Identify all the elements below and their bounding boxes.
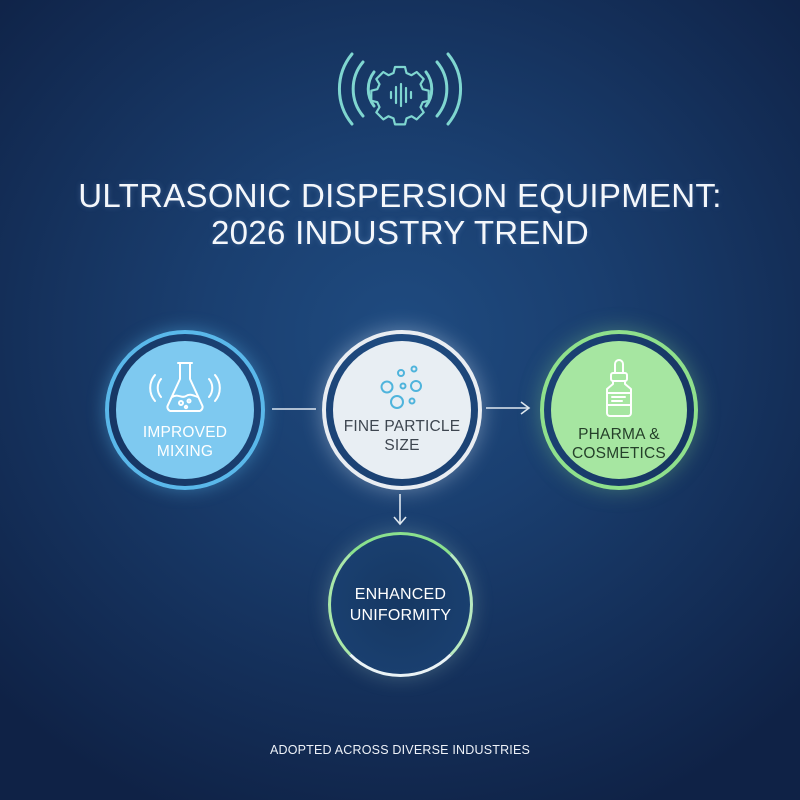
label-line: IMPROVED <box>142 424 228 441</box>
dropper-bottle-icon <box>606 359 632 417</box>
node-label: PHARMA & COSMETICS <box>572 425 666 463</box>
node-fill <box>551 341 687 479</box>
label-line: SIZE <box>384 437 420 454</box>
node-enhanced-uniformity: ENHANCED UNIFORMITY <box>328 532 473 677</box>
arrow-down-icon <box>393 494 407 526</box>
label-line: ENHANCED <box>354 585 447 603</box>
footer-caption: ADOPTED ACROSS DIVERSE INDUSTRIES <box>269 743 531 757</box>
node-fill <box>333 341 471 479</box>
node-label: ENHANCED UNIFORMITY <box>350 584 452 626</box>
node-improved-mixing: IMPROVED MIXING <box>105 330 265 490</box>
label-line: PHARMA & <box>578 426 660 443</box>
label-line: FINE PARTICLE <box>343 418 461 435</box>
page-title-line1: ULTRASONIC DISPERSION EQUIPMENT: <box>78 177 722 214</box>
node-label: FINE PARTICLE SIZE <box>344 417 461 455</box>
node-label: IMPROVED MIXING <box>143 423 227 461</box>
node-pharma-cosmetics: PHARMA & COSMETICS <box>540 330 698 490</box>
label-line: UNIFORMITY <box>349 606 452 624</box>
label-line: COSMETICS <box>572 445 666 462</box>
flask-vibration-icon <box>149 362 221 413</box>
page-title-line2: 2026 INDUSTRY TREND <box>211 214 589 251</box>
node-fine-particle-size: FINE PARTICLE SIZE <box>322 330 482 490</box>
label-line: MIXING <box>156 443 214 460</box>
connector-line <box>272 408 316 410</box>
bubbles-icon <box>380 365 422 409</box>
ultrasonic-gear-icon <box>338 52 462 126</box>
arrow-right-icon <box>486 401 531 415</box>
